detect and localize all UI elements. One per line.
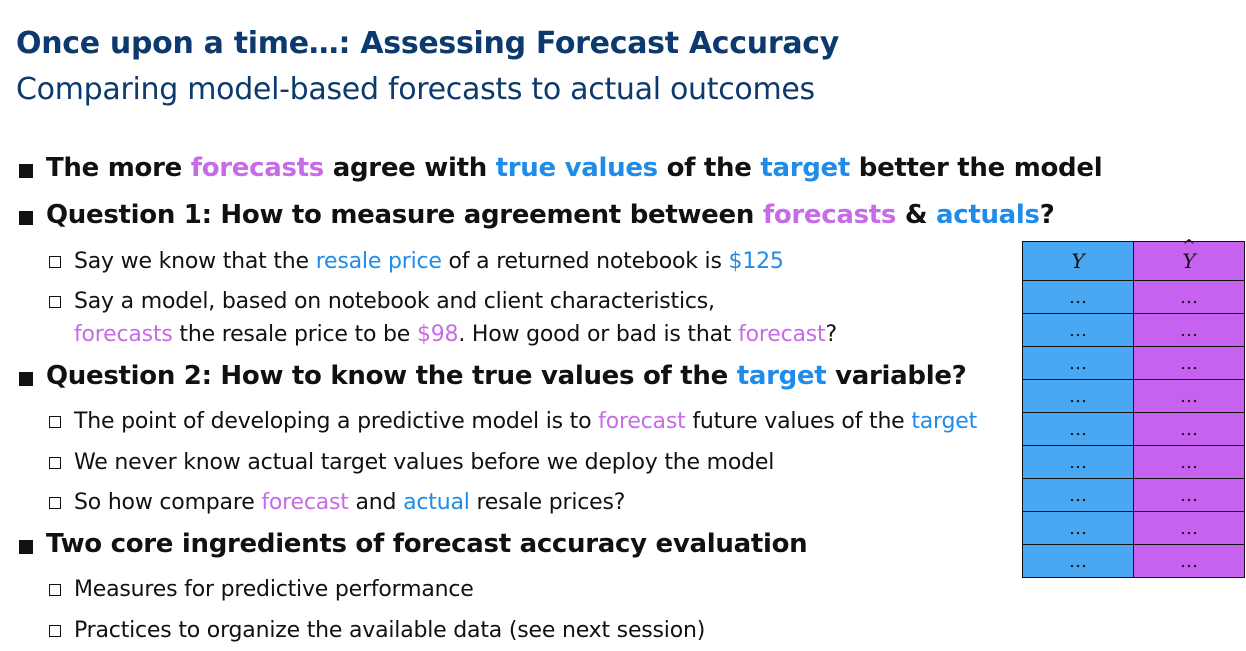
cell-y: …	[1022, 346, 1134, 380]
text: Say a model, based on notebook and clien…	[74, 289, 715, 314]
cell-y: …	[1022, 379, 1134, 413]
highlight-actual: actual	[403, 490, 470, 515]
header-y: Y	[1022, 241, 1134, 281]
text: ?	[1039, 200, 1055, 230]
hollow-square-bullet-icon	[49, 584, 61, 596]
sub-bullet-model-forecast: Say a model, based on notebook and clien…	[74, 285, 837, 351]
table-row: ……	[1022, 280, 1245, 314]
sub-bullet-predictive-model: The point of developing a predictive mod…	[74, 405, 977, 438]
cell-y: …	[1022, 478, 1134, 512]
cell-y: …	[1022, 445, 1134, 479]
cell-y-hat: …	[1133, 478, 1245, 512]
table-row: ……	[1022, 544, 1245, 578]
text: The more	[46, 153, 191, 183]
hollow-square-bullet-icon	[49, 625, 61, 637]
cell-y: …	[1022, 544, 1134, 578]
highlight-target: target	[760, 153, 851, 183]
cell-y: …	[1022, 313, 1134, 347]
text: The point of developing a predictive mod…	[74, 409, 599, 434]
text: of a returned notebook is	[441, 249, 729, 274]
text: variable?	[826, 361, 967, 391]
sub-bullet-resale-price: Say we know that the resale price of a r…	[74, 245, 784, 278]
square-bullet-icon	[19, 372, 33, 386]
text: Say we know that the	[74, 249, 316, 274]
sub-bullet-how-compare: So how compare forecast and actual resal…	[74, 486, 625, 519]
cell-y-hat: …	[1133, 511, 1245, 545]
cell-y: …	[1022, 511, 1134, 545]
text: of the	[657, 153, 761, 183]
hollow-square-bullet-icon	[49, 296, 61, 308]
cell-y-hat: …	[1133, 445, 1245, 479]
bullet-question-2: Question 2: How to know the true values …	[46, 361, 967, 391]
highlight-target: target	[911, 409, 978, 434]
highlight-forecast: forecast	[598, 409, 686, 434]
cell-y-hat: …	[1133, 346, 1245, 380]
text: So how compare	[74, 490, 262, 515]
highlight-forecast: forecast	[738, 322, 826, 347]
table-row: ……	[1022, 412, 1245, 446]
square-bullet-icon	[19, 540, 33, 554]
highlight-forecasts: forecasts	[762, 200, 897, 230]
text: better the model	[850, 153, 1103, 183]
text: the resale price to be	[172, 322, 417, 347]
cell-y: …	[1022, 280, 1134, 314]
y-hat-symbol: Y	[1182, 249, 1195, 273]
cell-y-hat: …	[1133, 313, 1245, 347]
text: and	[348, 490, 404, 515]
hollow-square-bullet-icon	[49, 256, 61, 268]
highlight-true-values: true values	[495, 153, 658, 183]
highlight-actuals: actuals	[935, 200, 1040, 230]
slide-subtitle: Comparing model-based forecasts to actua…	[16, 72, 815, 107]
highlight-price: $125	[728, 249, 784, 274]
sub-bullet-practices: Practices to organize the available data…	[74, 618, 706, 643]
text: future values of the	[685, 409, 912, 434]
table-header-row: Y Y	[1022, 241, 1245, 281]
sub-bullet-measures: Measures for predictive performance	[74, 577, 474, 602]
bullet-core-ingredients: Two core ingredients of forecast accurac…	[46, 529, 808, 559]
highlight-forecasts: forecasts	[74, 322, 173, 347]
table-row: ……	[1022, 379, 1245, 413]
highlight-resale-price: resale price	[315, 249, 442, 274]
table-row: ……	[1022, 478, 1245, 512]
cell-y: …	[1022, 412, 1134, 446]
square-bullet-icon	[19, 211, 33, 225]
cell-y-hat: …	[1133, 412, 1245, 446]
square-bullet-icon	[19, 164, 33, 178]
text: Question 2: How to know the true values …	[46, 361, 737, 391]
sub-bullet-never-know: We never know actual target values befor…	[74, 450, 775, 475]
hollow-square-bullet-icon	[49, 497, 61, 509]
cell-y-hat: …	[1133, 379, 1245, 413]
table-row: ……	[1022, 313, 1245, 347]
text: Question 1: How to measure agreement bet…	[46, 200, 763, 230]
text: agree with	[323, 153, 496, 183]
text: . How good or bad is that	[458, 322, 739, 347]
cell-y-hat: …	[1133, 280, 1245, 314]
table-row: ……	[1022, 445, 1245, 479]
table-row: ……	[1022, 346, 1245, 380]
header-y-hat: Y	[1133, 241, 1245, 281]
highlight-forecasts: forecasts	[190, 153, 325, 183]
highlight-target: target	[736, 361, 827, 391]
highlight-price: $98	[416, 322, 459, 347]
hollow-square-bullet-icon	[49, 416, 61, 428]
table-row: ……	[1022, 511, 1245, 545]
slide-title: Once upon a time…: Assessing Forecast Ac…	[16, 26, 840, 61]
text: ?	[825, 322, 837, 347]
bullet-more-forecasts: The more forecasts agree with true value…	[46, 153, 1103, 183]
cell-y-hat: …	[1133, 544, 1245, 578]
text: resale prices?	[469, 490, 626, 515]
text-line-2: forecasts the resale price to be $98. Ho…	[74, 318, 837, 351]
bullet-question-1: Question 1: How to measure agreement bet…	[46, 200, 1055, 230]
text: &	[896, 200, 936, 230]
highlight-forecast: forecast	[261, 490, 349, 515]
forecast-vs-actual-table: Y Y ………………………………………………	[1022, 241, 1245, 578]
hollow-square-bullet-icon	[49, 457, 61, 469]
